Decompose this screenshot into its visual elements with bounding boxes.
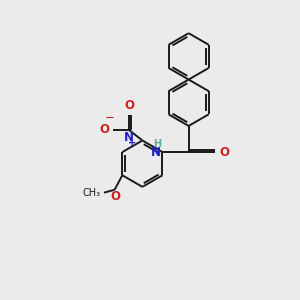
Text: N: N [124, 131, 134, 144]
Text: N: N [151, 146, 161, 159]
Text: H: H [153, 139, 161, 149]
Text: O: O [219, 146, 229, 159]
Text: O: O [124, 99, 134, 112]
Text: O: O [99, 123, 109, 136]
Text: −: − [104, 111, 114, 124]
Text: O: O [110, 190, 120, 203]
Text: CH₃: CH₃ [82, 188, 100, 198]
Text: +: + [128, 138, 136, 148]
